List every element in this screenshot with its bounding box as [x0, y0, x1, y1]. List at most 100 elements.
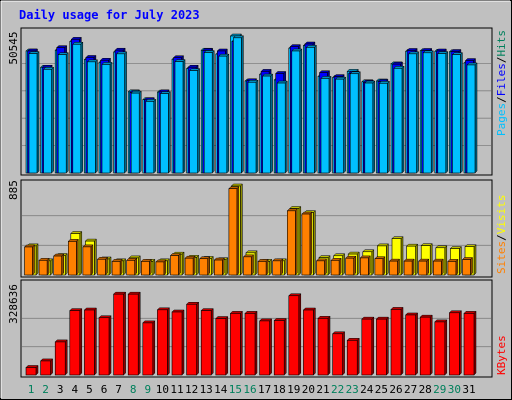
- visits-axis-max-label: 885: [7, 180, 20, 200]
- visits-bar-25-top: [376, 243, 390, 247]
- kbytes-bar-10-side: [167, 307, 170, 376]
- sites-bar-14-top: [213, 257, 225, 261]
- sites-bar-24: [359, 255, 371, 276]
- files-bar-21-top: [318, 70, 331, 73]
- files-bar-26-top: [391, 61, 404, 65]
- pages-bar-9: [145, 98, 157, 174]
- sites-bar-15-face: [228, 188, 238, 276]
- sites-bar-7-face: [111, 261, 121, 276]
- kbytes-bar-7-side: [123, 291, 126, 376]
- pages-bar-22-top: [334, 76, 347, 80]
- kbytes-bar-25-face: [376, 318, 387, 376]
- day-label-31: 31: [462, 383, 475, 396]
- sites-bar-4: [67, 238, 79, 276]
- pages-bar-4: [72, 41, 84, 174]
- kbytes-bar-1-face: [25, 367, 37, 376]
- kbytes-bar-26: [390, 306, 404, 376]
- pages-bar-2-face: [43, 69, 52, 174]
- legend-top: Pages/Files/Hits: [495, 30, 508, 136]
- sites-bar-5: [82, 244, 94, 276]
- visits-bar-31-top: [464, 244, 477, 247]
- kbytes-bar-19-face: [288, 295, 300, 376]
- legend-pages: Pages: [495, 103, 508, 136]
- sites-bar-15: [228, 186, 240, 276]
- sites-bar-14-face: [214, 259, 223, 276]
- kbytes-bar-14-face: [215, 318, 227, 376]
- sites-bar-11: [169, 252, 182, 276]
- sites-bar-27: [403, 258, 415, 276]
- kbytes-bar-27-face: [405, 314, 416, 376]
- pages-bar-13-side: [211, 49, 215, 174]
- sites-bar-7: [111, 258, 123, 276]
- legend-sep-1: /: [495, 96, 508, 103]
- pages-bar-29-face: [437, 53, 447, 174]
- visits-bar-14-side: [225, 257, 229, 276]
- sites-bar-6-face: [97, 258, 106, 276]
- pages-bar-1-face: [28, 53, 38, 174]
- pages-bar-10-face: [160, 93, 169, 174]
- kbytes-bar-14-side: [225, 315, 229, 376]
- day-label-30: 30: [448, 383, 461, 396]
- kbytes-bar-2-face: [40, 360, 51, 376]
- pages-bar-12: [188, 68, 201, 174]
- kbytes-bar-4-side: [79, 308, 83, 376]
- sites-bar-5-side: [90, 244, 94, 276]
- legend-sep-2: /: [495, 57, 508, 64]
- day-label-17: 17: [258, 383, 271, 396]
- pages-bar-26-face: [393, 68, 403, 174]
- visits-bar-10-side: [167, 258, 170, 276]
- kbytes-bar-18-face: [273, 320, 285, 376]
- pages-bar-9-face: [145, 101, 155, 174]
- pages-bar-12-side: [197, 68, 200, 174]
- kbytes-bars: [25, 291, 477, 376]
- kbytes-bar-3-face: [54, 341, 66, 376]
- visits-bar-9-side: [152, 258, 156, 276]
- kbytes-bar-8-side: [137, 291, 141, 376]
- kbytes-bar-25: [375, 316, 390, 376]
- kbytes-bar-23: [346, 337, 360, 376]
- files-bar-14-top: [216, 48, 228, 52]
- pages-bar-3: [57, 52, 69, 174]
- kbytes-bar-9: [142, 320, 156, 376]
- pages-bar-10-top: [159, 91, 172, 94]
- day-label-12: 12: [185, 383, 198, 396]
- day-label-13: 13: [200, 383, 213, 396]
- pages-bar-16-face: [247, 81, 257, 174]
- pages-bar-16: [247, 79, 259, 174]
- kbytes-bar-11-side: [181, 309, 185, 376]
- sites-bar-12: [184, 255, 196, 276]
- visits-bar-8-side: [137, 255, 141, 276]
- pages-bar-10: [159, 91, 172, 174]
- kbytes-bar-15-face: [230, 313, 241, 376]
- sites-bar-28: [418, 258, 430, 276]
- kbytes-axis-max-label: 328636: [7, 284, 20, 324]
- pages-bar-17-face: [262, 75, 271, 174]
- day-label-5: 5: [86, 383, 93, 396]
- kbytes-bar-2: [39, 358, 54, 376]
- pages-bar-18: [276, 80, 288, 174]
- pages-bar-21-face: [320, 78, 330, 174]
- sites-bar-12-side: [192, 255, 196, 276]
- pages-bar-4-face: [72, 43, 82, 174]
- kbytes-bar-31-face: [463, 313, 475, 376]
- files-bar-6-top: [99, 58, 112, 61]
- sites-bar-5-face: [82, 246, 92, 276]
- kbytes-bar-15: [229, 310, 244, 376]
- pages-bar-6-face: [101, 64, 111, 174]
- kbytes-bar-29: [434, 319, 448, 376]
- kbytes-bar-15-side: [240, 310, 243, 376]
- kbytes-bar-13-side: [210, 308, 214, 376]
- kbytes-bar-12-face: [186, 303, 197, 376]
- pages-bar-5: [86, 59, 99, 174]
- visits-bar-13-side: [210, 255, 214, 276]
- pages-bar-17: [261, 73, 274, 174]
- pages-bar-22: [334, 76, 347, 174]
- kbytes-bar-5-side: [94, 307, 97, 376]
- visits-bar-7-side: [123, 258, 126, 276]
- kbytes-bar-16: [244, 310, 258, 376]
- pages-bar-26: [393, 65, 405, 174]
- kbytes-bar-21: [317, 315, 331, 376]
- kbytes-bar-28: [419, 314, 433, 376]
- kbytes-bar-17-face: [259, 320, 270, 376]
- day-label-16: 16: [243, 383, 256, 396]
